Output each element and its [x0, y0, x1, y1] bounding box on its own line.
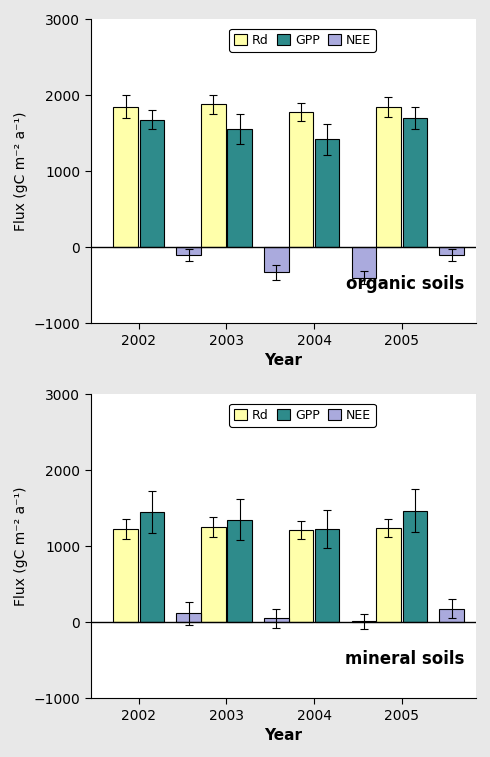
Text: mineral soils: mineral soils	[345, 650, 465, 668]
Bar	[201, 528, 225, 622]
Bar	[352, 621, 376, 622]
Bar	[289, 112, 313, 248]
Bar	[140, 512, 164, 622]
Legend: Rd, GPP, NEE: Rd, GPP, NEE	[229, 403, 376, 427]
Text: organic soils: organic soils	[346, 275, 465, 293]
Bar	[227, 129, 252, 248]
Bar	[440, 609, 464, 622]
Bar	[264, 618, 289, 622]
Bar	[315, 529, 340, 622]
Bar	[227, 520, 252, 622]
Bar	[289, 531, 313, 622]
Bar	[176, 613, 201, 622]
Bar	[264, 248, 289, 273]
Bar	[376, 528, 401, 622]
Bar	[113, 107, 138, 248]
Bar	[201, 104, 225, 248]
Bar	[352, 248, 376, 278]
Bar	[140, 120, 164, 248]
X-axis label: Year: Year	[265, 728, 302, 743]
Bar	[176, 248, 201, 255]
Bar	[315, 139, 340, 248]
X-axis label: Year: Year	[265, 353, 302, 368]
Bar	[113, 529, 138, 622]
Legend: Rd, GPP, NEE: Rd, GPP, NEE	[229, 29, 376, 51]
Bar	[440, 248, 464, 255]
Bar	[376, 107, 401, 248]
Bar	[402, 118, 427, 248]
Bar	[402, 510, 427, 622]
Y-axis label: Flux (gC m⁻² a⁻¹): Flux (gC m⁻² a⁻¹)	[14, 487, 28, 606]
Y-axis label: Flux (gC m⁻² a⁻¹): Flux (gC m⁻² a⁻¹)	[14, 111, 28, 231]
